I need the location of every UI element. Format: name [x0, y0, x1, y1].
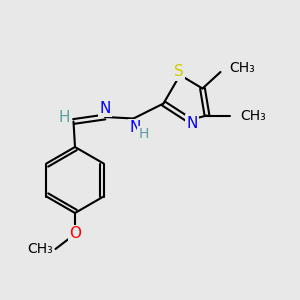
- Text: N: N: [186, 116, 198, 130]
- Text: S: S: [174, 64, 183, 80]
- Text: H: H: [139, 127, 149, 141]
- Text: N: N: [129, 120, 141, 135]
- Text: N: N: [99, 100, 111, 116]
- Text: H: H: [58, 110, 70, 124]
- Text: CH₃: CH₃: [240, 109, 266, 122]
- Text: CH₃: CH₃: [27, 242, 52, 256]
- Text: CH₃: CH₃: [230, 61, 255, 74]
- Text: O: O: [69, 226, 81, 242]
